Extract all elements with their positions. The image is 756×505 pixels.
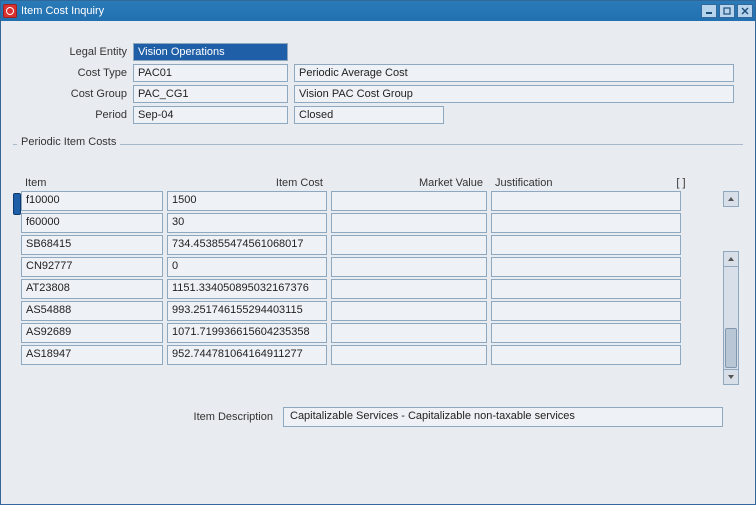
period-field[interactable]: Sep-04 — [133, 106, 288, 124]
cell-item[interactable]: AS92689 — [21, 323, 163, 343]
cell-item[interactable]: AS54888 — [21, 301, 163, 321]
period-label: Period — [13, 109, 133, 121]
cell-justification[interactable] — [491, 301, 681, 321]
cell-justification[interactable] — [491, 323, 681, 343]
scroll-up-button-2[interactable] — [723, 251, 739, 267]
cell-item[interactable]: f10000 — [21, 191, 163, 211]
row-indicator[interactable] — [13, 289, 21, 311]
cell-item-cost[interactable]: 1071.719936615604235358 — [167, 323, 327, 343]
item-cost-inquiry-window: Item Cost Inquiry Legal Entity Vision Op… — [0, 0, 756, 505]
cell-item-cost[interactable]: 1151.334050895032167376 — [167, 279, 327, 299]
table-row[interactable]: f100001500 — [21, 191, 721, 211]
legal-entity-field[interactable]: Vision Operations — [133, 43, 288, 61]
scrollbar-track[interactable] — [723, 267, 739, 369]
col-header-item: Item — [21, 177, 167, 189]
cell-justification[interactable] — [491, 213, 681, 233]
table-row[interactable]: SB68415734.453855474561068017 — [21, 235, 721, 255]
table-row[interactable]: CN927770 — [21, 257, 721, 277]
col-header-extra: [ ] — [671, 177, 691, 189]
cost-type-field[interactable]: PAC01 — [133, 64, 288, 82]
cell-market-value[interactable] — [331, 345, 487, 365]
item-description-label: Item Description — [13, 411, 283, 423]
minimize-button[interactable] — [701, 4, 717, 18]
cell-item[interactable]: AS18947 — [21, 345, 163, 365]
scrollbar-thumb[interactable] — [725, 328, 737, 368]
row-indicator[interactable] — [13, 217, 21, 239]
cell-item[interactable]: AT23808 — [21, 279, 163, 299]
cell-justification[interactable] — [491, 257, 681, 277]
cell-market-value[interactable] — [331, 191, 487, 211]
col-header-justification: Justification — [491, 177, 671, 189]
cell-item-cost[interactable]: 30 — [167, 213, 327, 233]
row-indicator[interactable] — [13, 337, 21, 359]
row-indicator[interactable] — [13, 265, 21, 287]
cell-item-cost[interactable]: 1500 — [167, 191, 327, 211]
table-row[interactable]: AS18947952.744781064164911277 — [21, 345, 721, 365]
cell-justification[interactable] — [491, 345, 681, 365]
periodic-item-costs-table: Item Item Cost Market Value Justificatio… — [13, 171, 743, 385]
cell-item[interactable]: CN92777 — [21, 257, 163, 277]
table-row[interactable]: AS926891071.719936615604235358 — [21, 323, 721, 343]
cell-justification[interactable] — [491, 235, 681, 255]
cost-type-desc-field[interactable]: Periodic Average Cost — [294, 64, 734, 82]
cell-market-value[interactable] — [331, 279, 487, 299]
period-status-field[interactable]: Closed — [294, 106, 444, 124]
row-indicator[interactable] — [13, 313, 21, 335]
cell-market-value[interactable] — [331, 257, 487, 277]
cell-item-cost[interactable]: 993.251746155294403115 — [167, 301, 327, 321]
cost-group-desc-field[interactable]: Vision PAC Cost Group — [294, 85, 734, 103]
cost-type-label: Cost Type — [13, 67, 133, 79]
legal-entity-label: Legal Entity — [13, 46, 133, 58]
scroll-up-button[interactable] — [723, 191, 739, 207]
cell-item[interactable]: SB68415 — [21, 235, 163, 255]
window-title: Item Cost Inquiry — [21, 5, 701, 17]
cell-justification[interactable] — [491, 279, 681, 299]
cost-group-field[interactable]: PAC_CG1 — [133, 85, 288, 103]
table-row[interactable]: AT238081151.334050895032167376 — [21, 279, 721, 299]
row-indicator[interactable] — [13, 241, 21, 263]
col-header-item-cost: Item Cost — [167, 177, 331, 189]
maximize-button[interactable] — [719, 4, 735, 18]
cell-justification[interactable] — [491, 191, 681, 211]
titlebar: Item Cost Inquiry — [1, 1, 755, 21]
cell-market-value[interactable] — [331, 301, 487, 321]
table-row[interactable]: AS54888993.251746155294403115 — [21, 301, 721, 321]
section-title: Periodic Item Costs — [17, 136, 120, 148]
cell-item-cost[interactable]: 0 — [167, 257, 327, 277]
table-row[interactable]: f6000030 — [21, 213, 721, 233]
app-icon — [3, 4, 17, 18]
cell-item[interactable]: f60000 — [21, 213, 163, 233]
col-header-market-value: Market Value — [331, 177, 491, 189]
cell-item-cost[interactable]: 952.744781064164911277 — [167, 345, 327, 365]
cell-item-cost[interactable]: 734.453855474561068017 — [167, 235, 327, 255]
row-indicator[interactable] — [13, 193, 21, 215]
item-description-field[interactable]: Capitalizable Services - Capitalizable n… — [283, 407, 723, 427]
row-indicator[interactable] — [13, 361, 21, 383]
cell-market-value[interactable] — [331, 323, 487, 343]
cell-market-value[interactable] — [331, 213, 487, 233]
cost-group-label: Cost Group — [13, 88, 133, 100]
cell-market-value[interactable] — [331, 235, 487, 255]
close-button[interactable] — [737, 4, 753, 18]
scroll-down-button[interactable] — [723, 369, 739, 385]
